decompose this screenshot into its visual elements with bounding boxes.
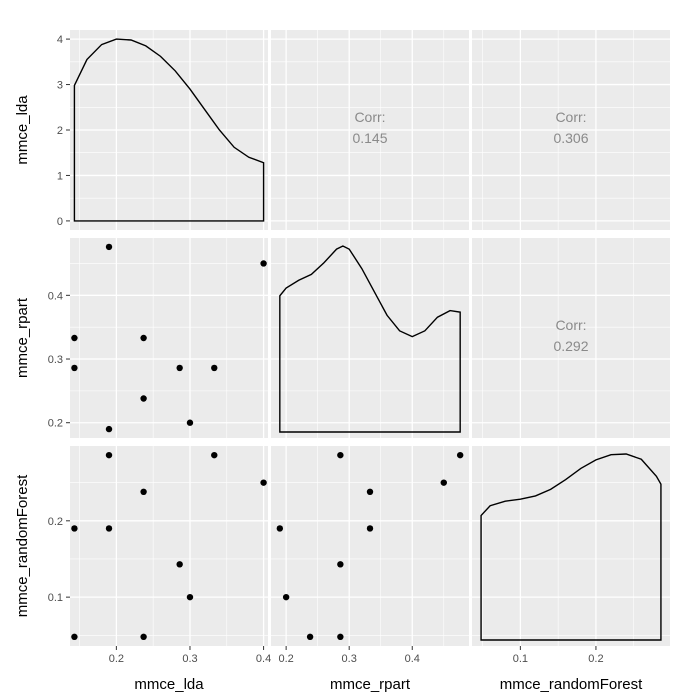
y-axis-title-mmce_rpart: mmce_rpart [14, 297, 31, 378]
scatter-point [140, 633, 147, 641]
scatter-point [276, 525, 284, 532]
x-tick-label: 0.2 [109, 653, 124, 665]
x-tick-label: 0.2 [588, 653, 603, 665]
y-axis-title-mmce_lda: mmce_lda [14, 95, 31, 165]
scatter-point [366, 488, 374, 496]
y-tick-label: 1 [57, 170, 63, 182]
x-tick-label: 0.4 [256, 653, 271, 665]
density-curve-mmce_lda [73, 38, 265, 222]
scatter-point [456, 451, 464, 459]
scatter-point [176, 561, 183, 568]
scatter-point [71, 334, 78, 342]
x-axis-title-mmce_lda: mmce_lda [134, 676, 204, 693]
panel-mmce_randomForest-mmce_rpart-background [271, 446, 469, 646]
scatter-point [140, 395, 147, 402]
y-tick-label: 0 [57, 216, 63, 228]
density-curve-mmce_randomForest [480, 453, 662, 641]
y-axis-title-mmce_randomForest: mmce_randomForest [14, 474, 31, 617]
y-tick-label: 0.4 [48, 290, 63, 302]
y-tick-label: 4 [57, 34, 63, 46]
scatter-point [260, 479, 267, 486]
corr-value-rpart_randomForest: 0.292 [553, 338, 588, 354]
x-tick-label: 0.4 [405, 653, 420, 665]
scatter-point [306, 633, 314, 641]
panel-mmce_randomForest-mmce_lda-background [70, 446, 268, 646]
x-tick-label: 0.3 [182, 653, 197, 665]
scatter-point [366, 525, 374, 532]
scatter-point [337, 451, 344, 459]
y-tick-label: 0.1 [48, 592, 63, 604]
scatter-point [440, 479, 447, 486]
scatter-point [176, 364, 183, 372]
x-axis-title-mmce_rpart: mmce_rpart [330, 676, 411, 693]
scatter-point [105, 425, 113, 433]
scatter-point [105, 525, 113, 532]
scatter-point [211, 451, 218, 459]
scatter-point [71, 525, 78, 532]
scatter-point [337, 633, 344, 641]
x-tick-label: 0.3 [342, 653, 357, 665]
panel-mmce_rpart-mmce_rpart-background [271, 238, 469, 438]
x-axis-title-mmce_randomForest: mmce_randomForest [500, 676, 643, 693]
corr-label: Corr: [555, 109, 586, 125]
density-curve-mmce_rpart [279, 245, 461, 433]
y-tick-label: 2 [57, 125, 63, 137]
scatter-point [71, 364, 78, 372]
y-tick-label: 3 [57, 80, 63, 92]
y-tick-label: 0.3 [48, 354, 63, 366]
scatter-point [105, 451, 113, 459]
scatter-point [140, 488, 147, 496]
corr-value-lda_rpart: 0.145 [352, 130, 387, 146]
scatter-point [282, 593, 290, 601]
scatter-point [260, 260, 267, 267]
scatter-point [140, 334, 147, 342]
panel-mmce_rpart-mmce_lda-background [70, 238, 268, 438]
x-tick-label: 0.2 [278, 653, 293, 665]
corr-label: Corr: [555, 317, 586, 333]
panel-mmce_rpart-mmce_randomForest-background [472, 238, 670, 438]
scatter-point [337, 561, 344, 568]
y-tick-label: 0.2 [48, 516, 63, 528]
x-tick-label: 0.1 [513, 653, 528, 665]
scatter-point [211, 364, 218, 372]
corr-label: Corr: [354, 109, 385, 125]
scatter-point [105, 243, 113, 251]
y-tick-label: 0.2 [48, 418, 63, 430]
scatter-point [71, 633, 78, 641]
scatter-point [186, 593, 194, 601]
scatter-point [186, 419, 194, 426]
panel-mmce_randomForest-mmce_randomForest-background [472, 446, 670, 646]
corr-value-lda_randomForest: 0.306 [553, 130, 588, 146]
